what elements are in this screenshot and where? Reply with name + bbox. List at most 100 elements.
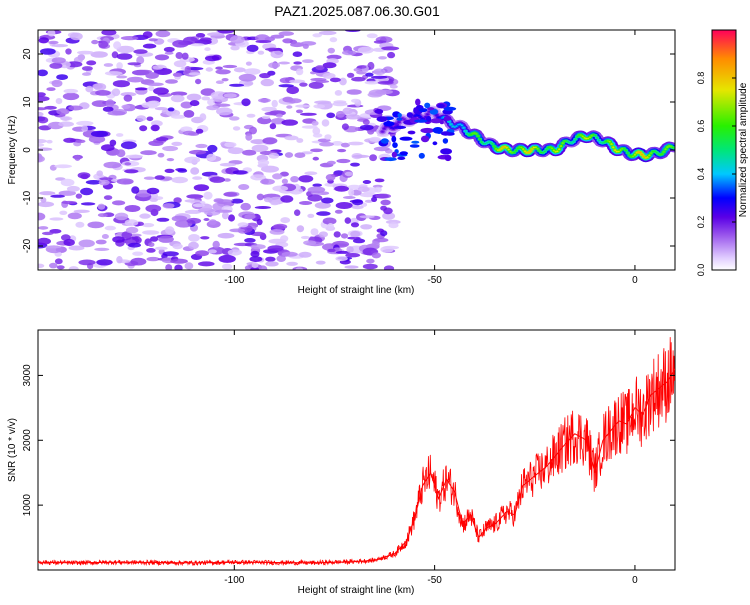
- ridge-segment: [466, 132, 469, 135]
- ridge-segment: [459, 123, 462, 125]
- snr-panel: -100 -50 0 1000 2000 3000 Height of straight …: [7, 329, 676, 596]
- noise-blob: [45, 245, 62, 249]
- noise-blob: [359, 124, 374, 131]
- ridge-segment: [403, 118, 406, 121]
- noise-blob: [217, 30, 235, 34]
- noise-blob: [195, 250, 210, 257]
- ridge-segment: [383, 127, 386, 130]
- ridge-blob: [383, 121, 395, 127]
- noise-blob: [322, 62, 337, 69]
- noise-blob: [46, 87, 56, 91]
- ridge-segment: [644, 156, 647, 159]
- ridge-segment: [565, 140, 568, 142]
- noise-blob: [219, 162, 236, 167]
- noise-blob: [146, 82, 164, 87]
- noise-blob: [56, 74, 68, 80]
- noise-blob: [375, 193, 392, 199]
- noise-blob: [164, 168, 175, 173]
- ridge-segment: [563, 140, 566, 142]
- noise-blob: [270, 201, 280, 206]
- noise-blob: [267, 245, 284, 252]
- noise-blob: [294, 209, 301, 216]
- noise-blob: [298, 251, 312, 258]
- noise-blob: [162, 145, 179, 152]
- noise-blob: [170, 114, 187, 119]
- ridge-segment: [477, 135, 480, 137]
- ridge-segment: [471, 132, 474, 135]
- noise-blob: [188, 234, 200, 242]
- noise-blob: [142, 43, 157, 49]
- noise-blob: [268, 62, 280, 69]
- noise-blob: [146, 187, 160, 195]
- noise-blob: [38, 212, 46, 221]
- noise-blob: [310, 228, 319, 236]
- noise-blob: [70, 32, 83, 41]
- noise-blob: [75, 139, 86, 144]
- noise-blob: [120, 36, 139, 41]
- noise-blob: [112, 200, 126, 206]
- noise-blob: [154, 54, 170, 61]
- noise-blob: [245, 133, 253, 141]
- ridge-segment: [588, 136, 592, 139]
- noise-blob: [142, 223, 155, 228]
- noise-blob: [38, 116, 49, 124]
- ridge-blob: [399, 151, 408, 156]
- noise-blob: [76, 120, 94, 126]
- ridge-segment: [464, 130, 467, 132]
- noise-blob: [331, 141, 343, 146]
- colorbar-tick-label: 0.6: [696, 120, 706, 133]
- noise-blob: [389, 84, 398, 89]
- ridge-segment: [518, 146, 521, 148]
- noise-blob: [374, 178, 385, 183]
- ridge-segment: [523, 150, 527, 153]
- ridge-segment: [590, 134, 593, 137]
- noise-blob: [312, 156, 319, 161]
- ridge-segment: [475, 133, 478, 135]
- noise-blob: [116, 53, 133, 60]
- noise-blob: [95, 90, 111, 96]
- ridge-segment: [543, 150, 546, 153]
- ridge-segment: [419, 116, 422, 118]
- noise-blob: [251, 262, 259, 269]
- noise-blob: [184, 66, 191, 74]
- noise-blob: [102, 106, 114, 112]
- ridge-blob: [420, 135, 430, 143]
- noise-blob: [111, 88, 121, 97]
- ridge-segment: [632, 155, 635, 158]
- noise-blob: [206, 153, 217, 161]
- ridge-segment: [559, 145, 563, 147]
- ridge-segment: [567, 141, 570, 143]
- ridge-blob: [440, 148, 452, 155]
- ridge-segment: [655, 151, 658, 154]
- noise-blob: [326, 112, 336, 119]
- noise-blob: [155, 30, 171, 38]
- noise-blob: [112, 80, 130, 88]
- noise-blob: [240, 202, 251, 211]
- noise-blob: [67, 212, 82, 220]
- noise-blob: [184, 156, 201, 164]
- noise-blob: [296, 109, 303, 114]
- noise-blob: [268, 152, 280, 159]
- noise-blob: [124, 162, 132, 166]
- noise-blob: [367, 61, 375, 70]
- noise-blob: [257, 50, 265, 55]
- noise-blob: [245, 61, 252, 66]
- ridge-segment: [536, 147, 539, 150]
- noise-blob: [201, 96, 211, 101]
- noise-blob: [188, 149, 207, 155]
- ridge-segment: [568, 142, 572, 144]
- noise-blob: [181, 52, 189, 60]
- noise-blob: [121, 104, 131, 110]
- noise-blob: [275, 113, 283, 118]
- noise-blob: [171, 215, 188, 222]
- noise-blob: [75, 193, 83, 199]
- ridge-segment: [576, 135, 579, 138]
- ridge-segment: [502, 146, 505, 148]
- noise-blob: [251, 144, 269, 153]
- noise-blob: [250, 250, 260, 258]
- noise-blob: [173, 60, 187, 68]
- colorbar-label: Normalized spectral amplitude: [738, 82, 749, 217]
- snr-trend-line: [38, 368, 675, 564]
- noise-blob: [148, 100, 161, 107]
- ridge-segment: [498, 149, 501, 151]
